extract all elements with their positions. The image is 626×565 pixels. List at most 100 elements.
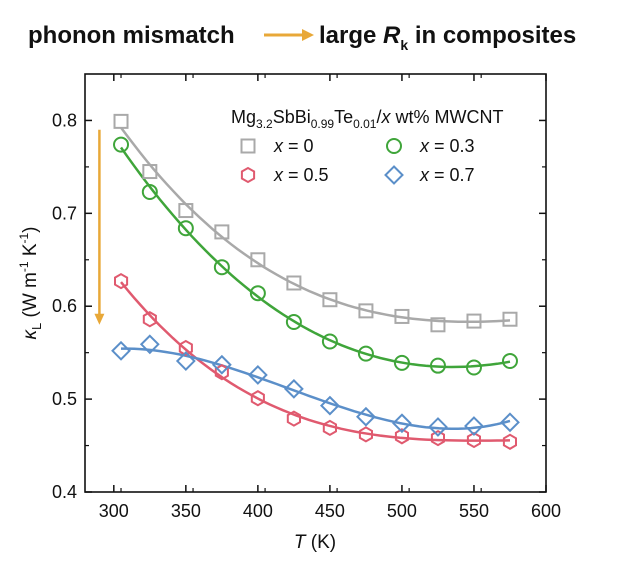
legend-title-x: x — [380, 107, 391, 127]
data-point-series-1 — [393, 354, 410, 371]
data-point-series-1 — [285, 314, 302, 331]
legend-title-sub2: 0.99 — [311, 117, 335, 131]
data-point-series-2 — [286, 410, 301, 427]
data-point-series-2 — [322, 419, 337, 437]
headline-right-text: large Rk in composites — [319, 22, 576, 53]
legend-marker-series-0 — [240, 138, 256, 154]
y-tick-label: 0.5 — [52, 389, 77, 409]
data-point-series-1 — [501, 353, 518, 370]
legend-label-series-2: x = 0.5 — [273, 165, 329, 185]
data-point-series-0 — [142, 164, 158, 180]
data-point-series-0 — [466, 313, 482, 329]
headline-left-text: phonon mismatch — [28, 22, 235, 49]
data-point-series-1 — [213, 259, 230, 276]
x-tick-label: 500 — [387, 501, 417, 521]
data-point-series-3 — [464, 416, 484, 436]
legend-title-te: Te — [334, 107, 353, 127]
legend-title: Mg3.2SbBi0.99Te0.01/x wt% MWCNT — [231, 107, 503, 131]
legend-title-sub1: 3.2 — [256, 117, 273, 131]
y-axis-unit-open: (W m — [20, 272, 41, 323]
headline-arrow-head — [302, 29, 314, 41]
data-point-series-1 — [177, 220, 194, 237]
data-markers — [111, 113, 520, 450]
data-point-series-3 — [500, 412, 520, 433]
legend-label-series-1: x = 0.3 — [419, 136, 475, 156]
y-axis-unit-mid: K — [20, 243, 41, 261]
legend-entries: x = 0 x = 0.3 x = 0.5 x = 0.7 — [240, 136, 475, 185]
data-point-series-2 — [358, 426, 373, 443]
data-point-series-0 — [250, 252, 266, 268]
x-tick-label: 300 — [99, 501, 129, 521]
data-point-series-3 — [283, 378, 304, 399]
data-point-series-3 — [428, 417, 448, 437]
data-point-series-0 — [358, 303, 374, 319]
data-point-series-2 — [430, 429, 445, 447]
x-axis-symbol: T — [294, 532, 307, 553]
fit-curve-series-3 — [121, 347, 511, 431]
data-point-series-3 — [392, 413, 412, 434]
data-point-series-1 — [141, 183, 158, 200]
data-point-series-0 — [113, 113, 129, 129]
y-tick-label: 0.6 — [52, 296, 77, 316]
data-point-series-2 — [394, 428, 409, 445]
legend-title-slash: / — [376, 107, 381, 127]
data-point-series-1 — [321, 333, 338, 350]
data-point-series-2 — [250, 390, 265, 407]
y-axis-sup1: -1 — [17, 261, 31, 272]
headline: phonon mismatch large Rk in composites — [28, 22, 576, 53]
data-point-series-3 — [211, 354, 232, 375]
axes: 300 350 400 450 500 550 600 0.4 0.5 0.6 0.7 0.8 — [52, 74, 561, 521]
data-point-series-3 — [139, 334, 160, 355]
annotation-arrow — [94, 129, 105, 325]
legend-title-sub3: 0.01 — [353, 117, 377, 131]
y-axis-symbol: κ — [20, 329, 41, 340]
annotation-arrow-head — [94, 313, 105, 325]
data-point-series-1 — [249, 285, 266, 302]
x-tick-label: 550 — [459, 501, 489, 521]
data-point-series-0 — [178, 203, 194, 219]
y-tick-label: 0.7 — [52, 203, 77, 223]
data-point-series-0 — [286, 275, 302, 291]
y-axis-unit-close: ) — [20, 226, 41, 232]
y-tick-label: 0.4 — [52, 482, 77, 502]
fit-curve-series-2 — [120, 281, 511, 442]
data-point-series-3 — [247, 365, 268, 385]
data-point-series-2 — [142, 311, 157, 328]
data-point-series-0 — [214, 224, 230, 240]
data-point-series-2 — [114, 272, 129, 290]
x-axis-unit: (K) — [306, 532, 337, 553]
data-point-series-3 — [319, 395, 340, 416]
data-point-series-1 — [357, 345, 374, 362]
y-axis-subscript: L — [29, 323, 44, 330]
x-axis-title: T (K) — [294, 532, 336, 553]
legend-marker-series-1 — [386, 138, 402, 154]
data-point-series-3 — [175, 351, 196, 371]
legend: Mg3.2SbBi0.99Te0.01/x wt% MWCNT x = 0 x =… — [231, 107, 503, 185]
data-point-series-1 — [429, 357, 446, 374]
headline-right-suffix: in composites — [408, 22, 576, 49]
x-tick-label: 350 — [171, 501, 201, 521]
headline-right-symbol: R — [383, 22, 401, 49]
data-point-series-2 — [466, 431, 481, 449]
data-point-series-0 — [322, 292, 338, 308]
data-point-series-0 — [430, 317, 446, 333]
data-point-series-0 — [502, 311, 518, 327]
y-axis-sup2: -1 — [17, 232, 31, 243]
legend-label-series-0: x = 0 — [273, 136, 314, 156]
x-tick-label: 450 — [315, 501, 345, 521]
legend-marker-series-3 — [384, 165, 404, 185]
legend-title-sbbi: SbBi — [273, 107, 311, 127]
data-point-series-2 — [214, 364, 229, 381]
y-axis-title: κL (W m-1 K-1) — [17, 226, 44, 339]
headline-right-prefix: large — [319, 22, 383, 49]
data-point-series-2 — [502, 433, 517, 450]
legend-title-rest: wt% MWCNT — [390, 107, 503, 127]
x-tick-label: 400 — [243, 501, 273, 521]
headline-right-subscript: k — [400, 37, 408, 53]
data-point-series-1 — [113, 136, 130, 153]
x-tick-label: 600 — [531, 501, 561, 521]
data-point-series-2 — [178, 339, 193, 357]
legend-marker-series-2 — [240, 166, 256, 184]
plot-frame — [84, 73, 547, 493]
